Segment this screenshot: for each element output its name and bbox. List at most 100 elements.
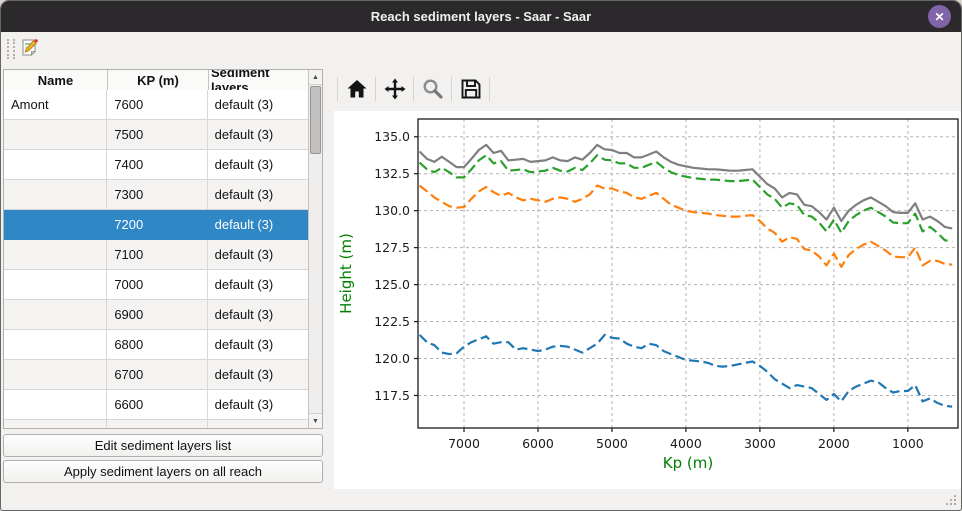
chart-figure[interactable]: 7000 6000 5000 4000 3000 2000 1000 135.0 132.5 13… [334,111,962,489]
cell-name[interactable] [4,360,108,390]
save-button[interactable] [452,74,489,104]
cell-layers[interactable]: default (3) [207,210,308,240]
cell-kp[interactable]: 6900 [107,300,208,330]
toolbar-separator [451,77,452,101]
scroll-up-button[interactable]: ▲ [309,70,322,85]
y-tick-label: 125.0 [374,277,410,292]
table-body: Amont 7600 default (3) 7500 default (3) 7400 d… [4,90,308,428]
table-row[interactable]: 6600 default (3) [4,390,308,420]
scroll-down-button[interactable]: ▼ [309,413,322,428]
cell-name[interactable] [4,210,108,240]
x-tick-label: 3000 [744,436,776,451]
scroll-up-icon: ▲ [312,73,319,81]
table-row[interactable]: 7500 default (3) [4,120,308,150]
cell-kp[interactable]: 7400 [107,150,208,180]
cell-name[interactable] [4,150,108,180]
cell-layers[interactable]: default (3) [207,390,308,420]
close-button[interactable]: ✕ [928,5,951,28]
cell-kp[interactable]: 6800 [107,330,208,360]
scrollbar-thumb[interactable] [310,86,321,154]
table-row[interactable]: 7300 default (3) [4,180,308,210]
cell-kp[interactable]: 7000 [107,270,208,300]
main-toolbar [2,32,960,65]
cell-name[interactable] [4,270,108,300]
table-row[interactable]: 7100 default (3) [4,240,308,270]
y-axis-label: Height (m) [337,233,355,314]
cell-kp[interactable]: 7200 [107,210,208,240]
cell-kp[interactable]: 6700 [107,360,208,390]
cell-name[interactable] [4,240,108,270]
zoom-icon [422,79,443,99]
home-icon [347,80,366,98]
cell-layers[interactable]: default (3) [207,150,308,180]
cell-kp[interactable]: 6500 [107,420,208,428]
x-axis-label: Kp (m) [663,454,713,472]
cell-layers[interactable]: default (3) [207,330,308,360]
header-sediment-layers[interactable]: Sediment layers [211,69,270,95]
series-green-dashed [418,154,953,243]
y-tick-label: 132.5 [374,166,410,181]
close-icon: ✕ [934,9,945,24]
table-row[interactable]: 6800 default (3) [4,330,308,360]
x-tick-label: 6000 [522,436,554,451]
cell-name[interactable] [4,300,108,330]
zoom-button[interactable] [414,74,451,104]
pan-button[interactable] [376,74,413,104]
table-row[interactable]: 7000 default (3) [4,270,308,300]
cell-name[interactable] [4,420,108,428]
cell-layers[interactable]: default (3) [207,180,308,210]
toolbar-drag-handle[interactable] [7,39,15,59]
cell-layers[interactable]: default (3) [207,240,308,270]
pan-icon [384,78,405,100]
table-header: Name KP (m) Sediment layers [4,69,322,95]
apply-sediment-layers-button[interactable]: Apply sediment layers on all reach [3,460,323,483]
toolbar-separator [375,77,376,101]
y-tick-label: 130.0 [374,203,410,218]
x-tick-label: 2000 [818,436,850,451]
table-row[interactable]: 6500default (3) [4,420,308,428]
height-profile-chart[interactable]: 7000 6000 5000 4000 3000 2000 1000 135.0 132.5 13… [334,111,962,489]
x-tick-label: 7000 [448,436,480,451]
home-button[interactable] [338,74,375,104]
axes-frame [417,118,959,429]
cell-layers[interactable]: default (3) [207,300,308,330]
cell-name[interactable] [4,120,108,150]
header-kp[interactable]: KP (m) [108,70,209,90]
edit-sediment-layers-button[interactable]: Edit sediment layers list [3,434,323,457]
table-scrollbar[interactable]: ▲ ▼ [308,70,322,428]
sediment-table: Name KP (m) Sediment layers Amont 7600 def… [3,69,323,429]
cell-layers[interactable]: default (3) [207,270,308,300]
x-tick-label: 1000 [892,436,924,451]
table-row[interactable]: 6700 default (3) [4,360,308,390]
cell-layers[interactable]: default (3) [207,120,308,150]
cell-kp[interactable]: 7300 [107,180,208,210]
cell-kp[interactable]: 7100 [107,240,208,270]
cell-name[interactable] [4,390,108,420]
cell-kp[interactable]: 7600 [107,90,208,120]
cell-kp[interactable]: 6600 [107,390,208,420]
y-tick-label: 120.0 [374,351,410,366]
cell-layers[interactable]: default (3) [207,90,308,120]
table-row[interactable]: 6900 default (3) [4,300,308,330]
table-row[interactable]: 7200 default (3) [4,210,308,240]
header-name[interactable]: Name [4,70,108,90]
y-tick-label: 122.5 [374,314,410,329]
table-row[interactable]: Amont 7600 default (3) [4,90,308,120]
window-title: Reach sediment layers - Saar - Saar [370,9,592,24]
cell-name[interactable] [4,330,108,360]
series-blue-dashed [418,333,953,408]
edit-sediment-list-button[interactable] [15,35,43,63]
toolbar-separator [489,77,490,101]
toolbar-separator [337,77,338,101]
x-tick-label: 4000 [670,436,702,451]
series-orange-dashed [418,184,953,268]
cell-kp[interactable]: 7500 [107,120,208,150]
cell-name[interactable] [4,180,108,210]
resize-grip[interactable] [944,493,956,505]
cell-layers[interactable]: default (3) [207,360,308,390]
table-row[interactable]: 7400 default (3) [4,150,308,180]
titlebar[interactable]: Reach sediment layers - Saar - Saar ✕ [1,1,961,32]
cell-layers[interactable]: default (3) [208,420,308,428]
cell-name[interactable]: Amont [4,90,108,120]
